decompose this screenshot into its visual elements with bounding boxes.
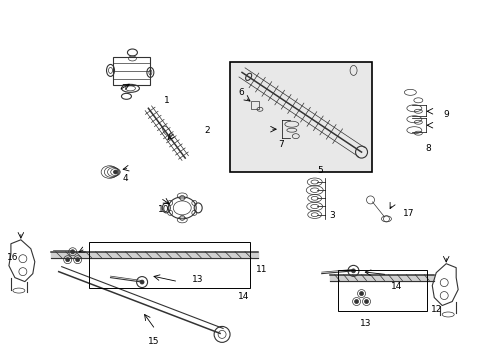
Text: 17: 17: [403, 210, 414, 219]
Circle shape: [351, 269, 355, 273]
Bar: [229, 62, 371, 172]
Text: 14: 14: [390, 282, 402, 291]
Text: 13: 13: [192, 275, 203, 284]
Text: 12: 12: [430, 305, 442, 314]
Text: 3: 3: [329, 211, 335, 220]
Circle shape: [359, 292, 363, 296]
Text: 4: 4: [122, 174, 128, 183]
Text: 11: 11: [255, 265, 267, 274]
Bar: [250, 101, 259, 109]
Bar: [88, 242, 249, 288]
Text: 9: 9: [442, 110, 448, 119]
Bar: [337, 270, 427, 311]
Circle shape: [113, 170, 117, 174]
Circle shape: [65, 258, 69, 262]
Bar: [112, 58, 150, 85]
Circle shape: [354, 300, 358, 303]
Text: 5: 5: [317, 166, 323, 175]
Text: 10: 10: [158, 206, 169, 215]
Circle shape: [140, 280, 144, 284]
Text: 15: 15: [148, 337, 160, 346]
Circle shape: [71, 250, 75, 254]
Circle shape: [76, 258, 80, 262]
Circle shape: [364, 300, 368, 303]
Text: 6: 6: [238, 88, 244, 97]
Text: 8: 8: [425, 144, 430, 153]
Text: 1: 1: [164, 96, 170, 105]
Text: 2: 2: [203, 126, 209, 135]
Text: 16: 16: [7, 253, 19, 262]
Text: 14: 14: [238, 292, 249, 301]
Text: 13: 13: [359, 319, 370, 328]
Text: 7: 7: [277, 140, 283, 149]
